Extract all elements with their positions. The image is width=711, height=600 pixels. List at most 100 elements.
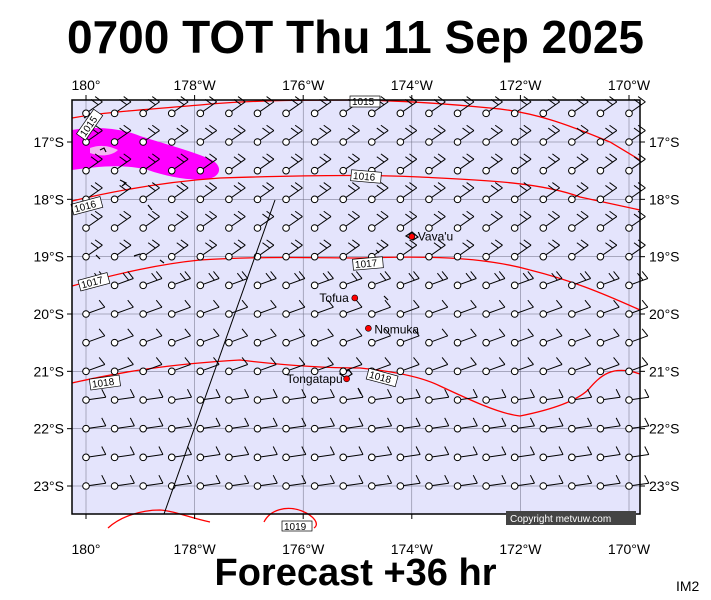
wind-barb <box>596 210 618 232</box>
wind-barb <box>453 271 477 290</box>
wind-barb <box>396 388 421 404</box>
wind-barb <box>596 182 618 204</box>
wind-barb <box>339 239 360 261</box>
wind-barb <box>539 210 560 232</box>
wind-barb <box>339 357 363 376</box>
wind-barb <box>282 239 303 261</box>
place-tongatapu: Tongatapu <box>287 372 350 386</box>
wind-barb <box>282 210 303 232</box>
wind-barb <box>625 388 650 404</box>
wind-barb <box>82 417 107 433</box>
wind-barb <box>253 357 277 376</box>
isobar-label: 1015 <box>352 97 375 108</box>
wind-barb <box>453 96 475 118</box>
wind-barb <box>282 96 303 118</box>
lat-tick-label-left: 17°S <box>33 134 64 150</box>
wind-barb <box>625 474 650 490</box>
wind-barb <box>310 182 332 204</box>
place-markers: Vava'u Tofua Nomuka Tongatapu <box>287 230 454 386</box>
wind-barb <box>110 96 132 118</box>
lat-tick-label-right: 20°S <box>649 306 680 322</box>
wind-barb <box>310 417 335 433</box>
wind-barb <box>282 182 303 204</box>
wind-barb <box>167 417 192 433</box>
wind-barb <box>196 124 217 146</box>
wind-barbs <box>82 96 650 490</box>
wind-barb <box>453 239 475 261</box>
place-dot <box>408 233 416 240</box>
wind-barb <box>539 474 564 490</box>
wind-barb <box>453 299 477 318</box>
wind-barb <box>110 328 134 347</box>
wind-barb <box>110 388 135 404</box>
wind-barb <box>510 210 532 232</box>
wind-barb <box>139 210 160 232</box>
wind-barb <box>225 239 246 261</box>
lat-tick-label-right: 19°S <box>649 249 680 265</box>
wind-barb <box>396 153 418 175</box>
wind-barb <box>425 388 450 404</box>
wind-barb <box>225 446 250 462</box>
wind-barb <box>425 357 449 376</box>
wind-barb <box>339 210 360 232</box>
wind-barb <box>510 446 535 462</box>
wind-barb <box>396 299 420 318</box>
wind-barb <box>367 299 391 318</box>
wind-barb <box>425 446 450 462</box>
wind-barb <box>225 182 246 204</box>
wind-barb <box>396 182 418 204</box>
place-label: Vava'u <box>418 230 453 244</box>
wind-barb <box>167 357 191 376</box>
wind-barb <box>539 239 560 261</box>
wind-barb <box>596 417 621 433</box>
lon-tick-label-top: 172°W <box>499 77 542 93</box>
wind-barb <box>568 299 592 318</box>
wind-barb <box>367 446 393 462</box>
wind-barb <box>482 446 507 462</box>
lat-tick-label-left: 20°S <box>33 306 64 322</box>
wind-barb <box>167 271 191 290</box>
wind-barb <box>282 357 306 376</box>
wind-barb <box>625 210 646 232</box>
wind-barb <box>82 299 106 318</box>
wind-barb <box>282 271 306 290</box>
wind-barb <box>510 124 532 146</box>
isobar-label: 1019 <box>284 522 307 533</box>
wind-barb <box>596 299 620 318</box>
wind-barb <box>196 182 217 204</box>
wind-barb <box>225 210 246 232</box>
wind-barb <box>167 182 189 204</box>
wind-barb <box>367 328 391 347</box>
wind-barb <box>510 271 534 290</box>
wind-barb <box>225 124 246 146</box>
wind-barb <box>310 96 332 118</box>
lon-tick-label-top: 178°W <box>174 77 217 93</box>
wind-barb <box>253 328 277 347</box>
wind-barb <box>282 153 303 175</box>
wind-barb <box>367 182 389 204</box>
wind-barb <box>82 328 106 347</box>
wind-barb <box>425 417 450 433</box>
wind-barb <box>367 474 393 490</box>
lat-tick-label-left: 21°S <box>33 363 64 379</box>
wind-barb <box>539 328 563 347</box>
wind-barb <box>510 239 532 261</box>
wind-barb <box>568 417 593 433</box>
wind-barb <box>596 124 618 146</box>
lon-tick-label-bottom: 178°W <box>174 541 217 557</box>
wind-barb <box>310 357 334 376</box>
wind-barb <box>196 328 220 347</box>
wind-barb <box>225 388 250 404</box>
lat-tick-label-right: 23°S <box>649 478 680 494</box>
wind-barb <box>253 96 275 118</box>
wind-barb <box>310 124 332 146</box>
wind-barb <box>596 446 621 462</box>
wind-barb <box>310 153 332 175</box>
wind-barb <box>196 271 220 290</box>
track-line <box>163 199 276 515</box>
lon-tick-label-bottom: 180° <box>72 541 101 557</box>
wind-barb <box>568 388 593 404</box>
isobar-label: 1018 <box>91 377 115 391</box>
wind-barb <box>82 357 106 376</box>
wind-barb <box>139 328 163 347</box>
